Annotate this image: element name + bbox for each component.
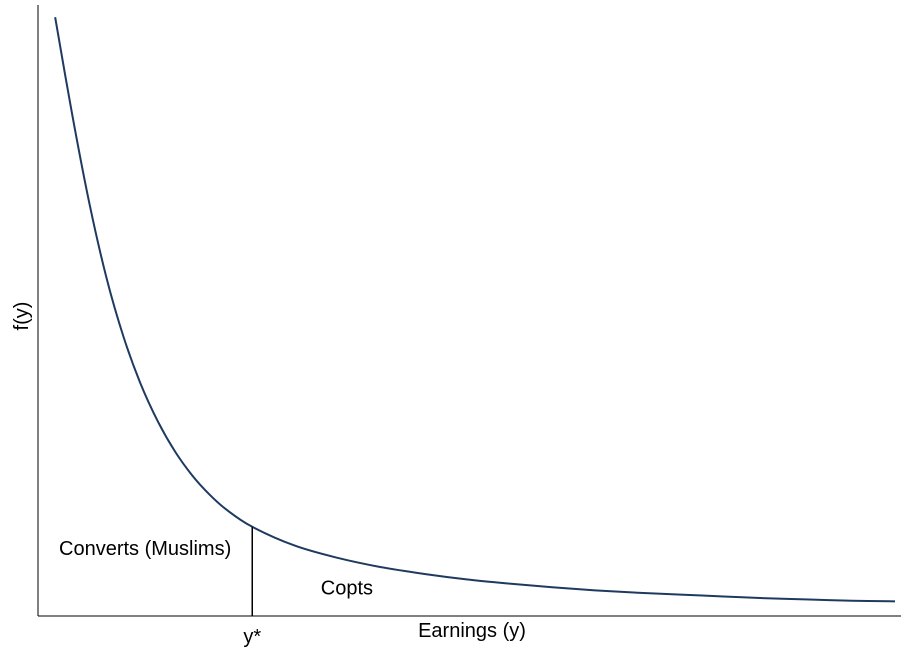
annotation-copts: Copts [321, 578, 373, 600]
y-axis-label: f(y) [11, 302, 33, 331]
x-tick-label-ystar: y* [243, 626, 261, 648]
density-curve-0 [54, 17, 896, 603]
annotation-converts: Converts (Muslims) [59, 538, 231, 560]
x-axis-label: Earnings (y) [418, 620, 526, 642]
